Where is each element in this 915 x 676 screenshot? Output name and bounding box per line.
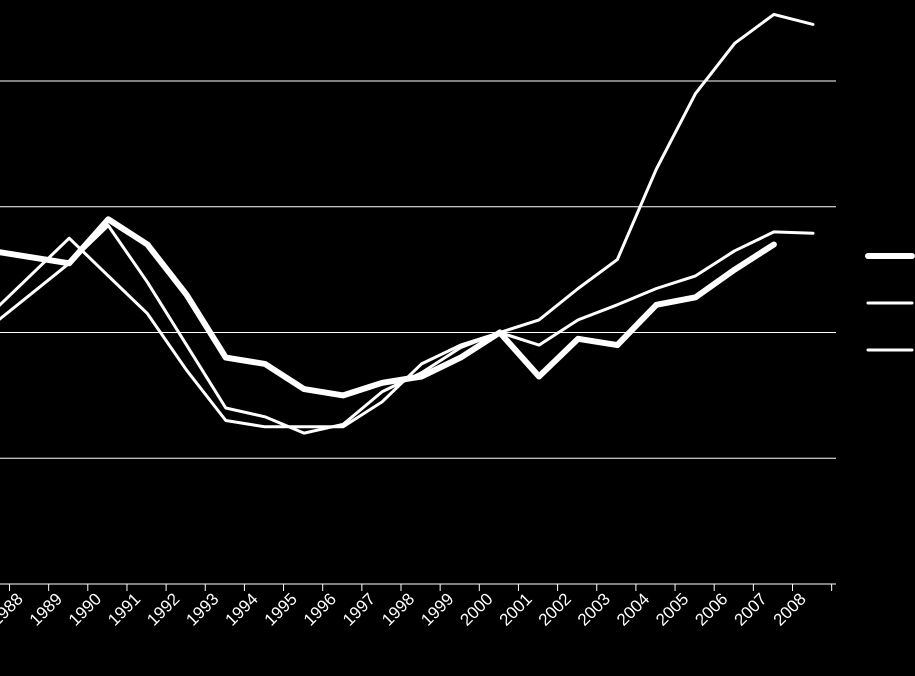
series-line-2 <box>0 12 815 435</box>
x-tick-label: 1996 <box>300 589 340 629</box>
x-tick-label: 2003 <box>574 589 614 629</box>
x-tick-label: 2007 <box>730 589 770 629</box>
x-tick-label: 1997 <box>339 589 379 629</box>
x-tick-label: 1994 <box>222 589 262 629</box>
series-lines <box>0 12 815 435</box>
x-tick-label: 1992 <box>143 589 183 629</box>
x-tick-label: 1993 <box>182 589 222 629</box>
x-tick-label: 1999 <box>417 589 457 629</box>
x-tick-label: 2000 <box>456 589 496 629</box>
x-tick-label: 1989 <box>26 589 66 629</box>
x-tick-label: 2008 <box>770 589 810 629</box>
x-tick-label: 2004 <box>613 589 653 629</box>
legend <box>865 253 915 352</box>
x-tick-label: 2001 <box>496 589 536 629</box>
x-tick-label: 1995 <box>261 589 301 629</box>
x-tick-label: 2005 <box>652 589 692 629</box>
x-tick-label: 1991 <box>104 589 144 629</box>
series-line-3 <box>0 230 815 429</box>
x-tick-label: 2002 <box>535 589 575 629</box>
x-axis: 1988198919901991199219931994199519961997… <box>0 583 836 630</box>
series-line-1 <box>0 216 777 399</box>
x-tick-label: 1988 <box>0 589 27 629</box>
gridlines <box>0 80 836 459</box>
x-tick-label: 1990 <box>65 589 105 629</box>
x-tick-label: 1998 <box>378 589 418 629</box>
x-tick-label: 2006 <box>691 589 731 629</box>
